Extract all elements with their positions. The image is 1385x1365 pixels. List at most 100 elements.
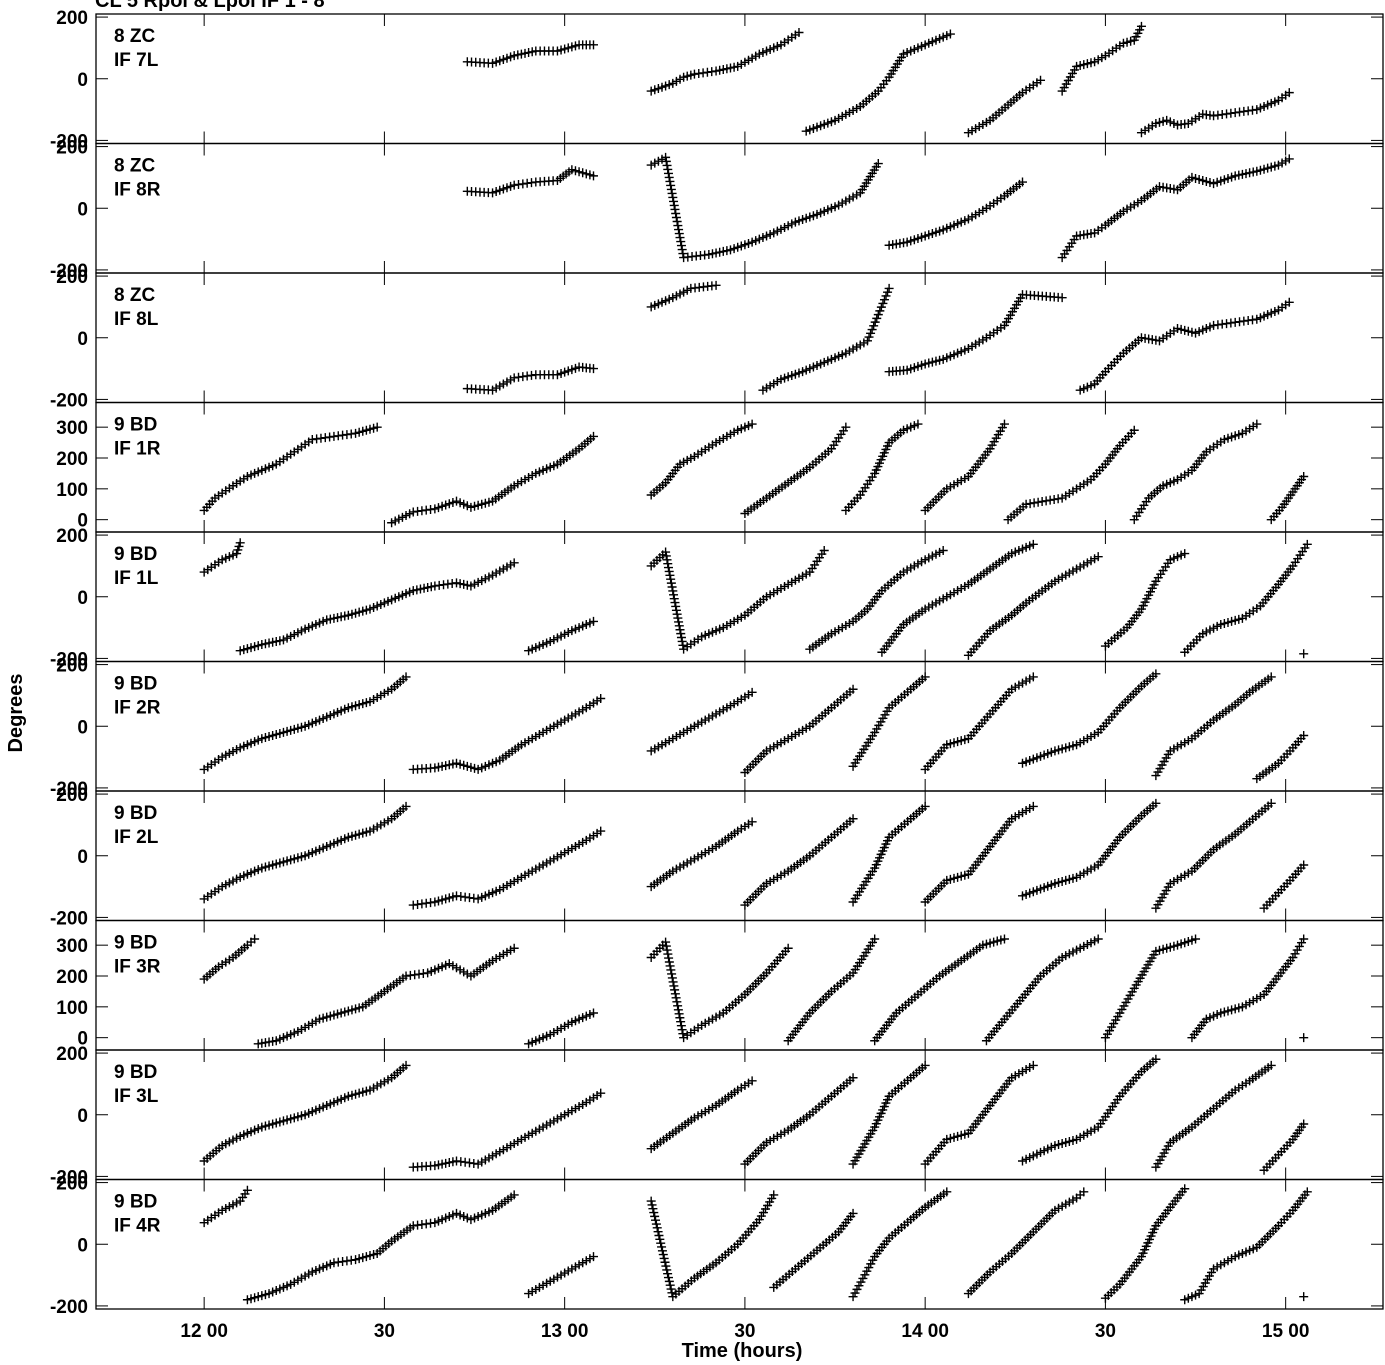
y-tick-label: 200 <box>56 785 88 806</box>
panel-label-station: 8 ZC <box>114 26 155 47</box>
data-point <box>588 1008 598 1018</box>
data-point <box>670 598 680 608</box>
data-point <box>667 973 677 983</box>
panel-label-if: IF 7L <box>114 50 159 71</box>
data-point <box>1180 1184 1190 1194</box>
data-point <box>1151 798 1161 808</box>
data-point <box>676 633 686 643</box>
y-tick-label: 0 <box>77 1235 88 1256</box>
y-tick-label: 0 <box>77 717 88 738</box>
data-point <box>667 582 677 592</box>
y-tick-label: 200 <box>56 656 88 677</box>
y-tick-label: 100 <box>56 998 88 1019</box>
panel-frame <box>95 1049 1384 1181</box>
data-point <box>1028 539 1038 549</box>
data-point <box>1028 801 1038 811</box>
data-point <box>665 961 675 971</box>
data-point <box>1299 860 1309 870</box>
data-points <box>462 280 1294 395</box>
panel-label-if: IF 3R <box>114 957 161 978</box>
data-point <box>870 934 880 944</box>
y-tick-label: -200 <box>50 1297 88 1318</box>
data-point <box>663 1269 673 1279</box>
data-point <box>649 1208 659 1218</box>
data-point <box>667 1288 677 1298</box>
data-point <box>678 1029 688 1039</box>
chart-title: CL 5 Rpol & Lpol IF 1 - 8 <box>95 0 325 12</box>
data-point <box>769 1190 779 1200</box>
data-point <box>669 594 679 604</box>
data-points <box>462 21 1294 138</box>
data-point <box>1036 75 1046 85</box>
panel-label-station: 9 BD <box>114 933 157 954</box>
data-point <box>677 1025 687 1035</box>
data-point <box>711 280 721 290</box>
panel-2: 200 0 -200 8 ZC IF 8R <box>50 138 1384 282</box>
data-point <box>848 684 858 694</box>
data-point <box>1302 1187 1312 1197</box>
data-point <box>669 981 679 991</box>
data-point <box>747 817 757 827</box>
data-point <box>920 672 930 682</box>
y-tick-label: 100 <box>56 480 88 501</box>
data-point <box>1299 1033 1309 1043</box>
data-point <box>783 943 793 953</box>
data-point <box>999 934 1009 944</box>
x-tick-label: 15 00 <box>1262 1321 1310 1342</box>
y-tick-label: 0 <box>77 70 88 91</box>
panel-10: 200 0 -200 9 BD IF 4R <box>50 1174 1384 1318</box>
y-tick-label: 200 <box>56 526 88 547</box>
data-point <box>665 176 675 186</box>
data-points <box>199 1054 1309 1175</box>
data-point <box>672 217 682 227</box>
data-point <box>588 431 598 441</box>
data-point <box>747 1076 757 1086</box>
data-point <box>671 208 681 218</box>
y-tick-label: -200 <box>50 1167 88 1188</box>
y-tick-label: -200 <box>50 261 88 282</box>
data-point <box>672 609 682 619</box>
data-point <box>662 555 672 565</box>
data-point <box>663 164 673 174</box>
data-point <box>676 1017 686 1027</box>
data-point <box>676 241 686 251</box>
data-point <box>647 1200 657 1210</box>
data-point <box>1018 177 1027 187</box>
data-point <box>666 578 676 588</box>
data-point <box>250 934 260 944</box>
data-point <box>671 213 681 222</box>
data-point <box>242 1185 252 1195</box>
data-point <box>664 566 674 576</box>
data-point <box>1299 731 1309 740</box>
y-tick-label: 0 <box>77 1029 88 1050</box>
data-point <box>656 1238 666 1248</box>
data-point <box>1093 552 1103 562</box>
y-tick-label: -200 <box>50 390 88 411</box>
data-point <box>674 229 684 239</box>
panel-label-station: 9 BD <box>114 1062 157 1083</box>
data-point <box>862 336 872 346</box>
data-point <box>674 225 684 235</box>
data-point <box>668 977 678 987</box>
data-point <box>664 1276 674 1286</box>
y-tick-label: 200 <box>56 138 88 159</box>
panel-label-station: 9 BD <box>114 415 157 436</box>
x-tick-label: 30 <box>734 1321 755 1342</box>
data-point <box>661 941 671 951</box>
x-tick-label: 13 00 <box>541 1321 589 1342</box>
data-point <box>652 1223 662 1233</box>
panel-label-if: IF 4R <box>114 1216 161 1237</box>
data-point <box>665 1280 675 1290</box>
data-point <box>663 949 673 959</box>
data-point <box>747 687 757 697</box>
data-point <box>588 40 598 50</box>
data-point <box>1266 672 1276 682</box>
data-point <box>648 1204 658 1214</box>
data-point <box>588 616 598 626</box>
data-point <box>674 1009 684 1019</box>
data-point <box>866 328 876 338</box>
panel-label-if: IF 1R <box>114 439 161 460</box>
x-tick-label: 12 00 <box>180 1321 228 1342</box>
y-tick-label: -200 <box>50 649 88 670</box>
y-tick-label: 0 <box>77 847 88 868</box>
